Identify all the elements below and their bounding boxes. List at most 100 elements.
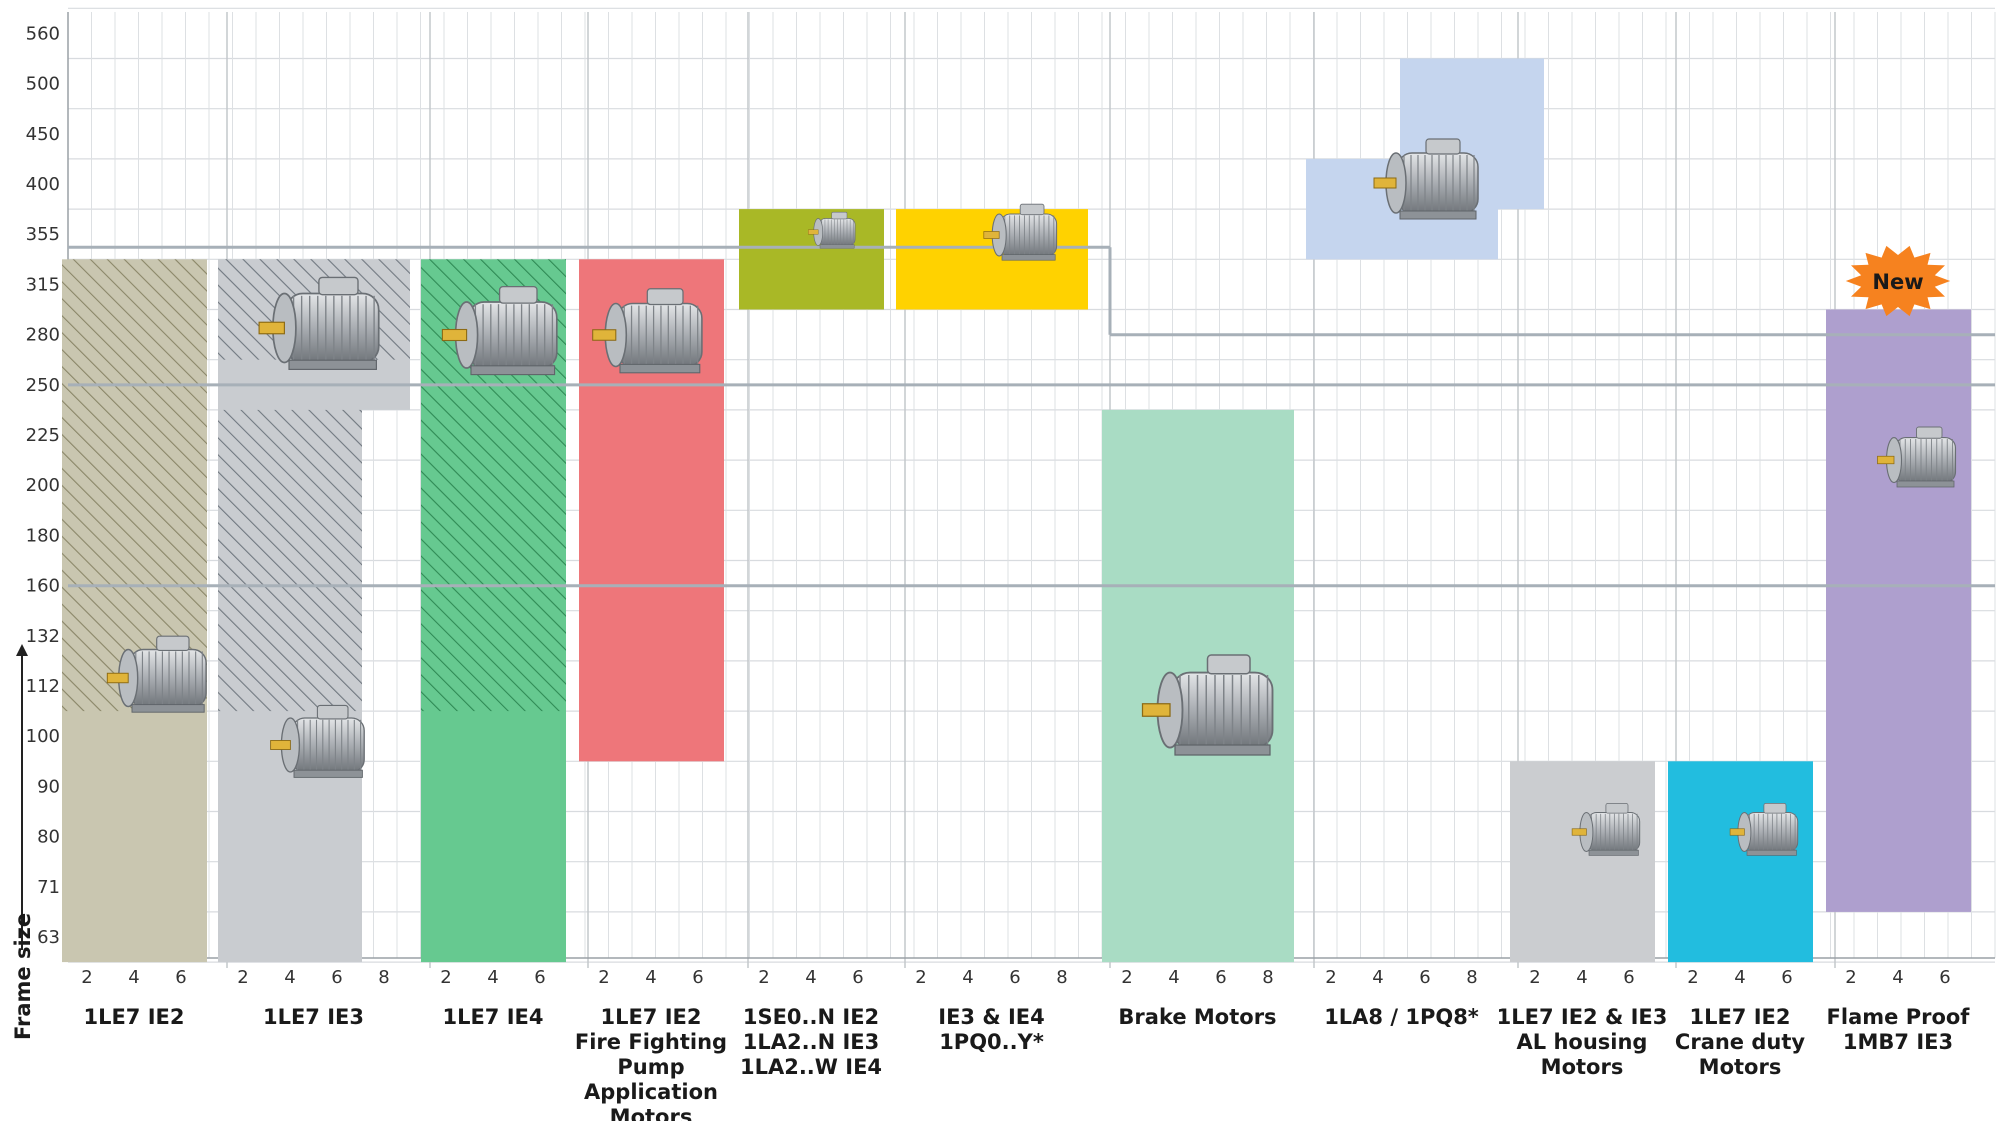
y-tick-label: 80 — [37, 827, 60, 848]
y-tick-label: 280 — [26, 325, 60, 346]
pole-tick-label: 6 — [852, 967, 863, 988]
product-label: Brake Motors — [1118, 1005, 1276, 1029]
y-tick-label: 100 — [26, 726, 60, 747]
bar-al-housing — [1510, 761, 1655, 963]
y-tick-label: 400 — [26, 174, 60, 195]
motor-image — [1373, 138, 1479, 220]
y-tick-label: 200 — [26, 475, 60, 496]
pole-tick-label: 6 — [1939, 967, 1950, 988]
product-label: 1MB7 IE3 — [1843, 1030, 1953, 1054]
y-axis-label: Frame size — [11, 644, 35, 1040]
product-label: 1SE0..N IE2 — [743, 1005, 879, 1029]
pole-tick-label: 8 — [1262, 967, 1273, 988]
pole-tick-label: 2 — [440, 967, 451, 988]
new-badge-label: New — [1872, 270, 1923, 294]
pole-tick-label: 4 — [128, 967, 139, 988]
new-badge: New — [1845, 245, 1951, 317]
pole-tick-label: 6 — [331, 967, 342, 988]
motor-image — [258, 276, 380, 370]
motor-image — [1571, 803, 1641, 856]
y-tick-label: 560 — [26, 23, 60, 44]
product-label: 1LE7 IE2 — [600, 1005, 701, 1029]
y-tick-label: 90 — [37, 776, 60, 797]
product-label: AL housing — [1517, 1030, 1648, 1054]
pole-tick-label: 2 — [758, 967, 769, 988]
motor-image — [441, 285, 558, 376]
x-ticks: 2 4 6 2 4 6 8 2 4 6 2 4 6 2 4 6 2 4 6 8 2 4 6 8 2 4 6 8 2 4 6 2 4 6 2 4 6 — [81, 967, 1950, 988]
pole-tick-label: 4 — [805, 967, 816, 988]
product-label: 1PQ0..Y* — [939, 1030, 1044, 1054]
product-label: 1LA8 / 1PQ8* — [1324, 1005, 1479, 1029]
pole-tick-label: 6 — [692, 967, 703, 988]
product-label: 1LE7 IE2 — [1689, 1005, 1790, 1029]
arrow-head-icon — [16, 644, 28, 656]
pole-tick-label: 8 — [378, 967, 389, 988]
product-label: Application — [584, 1080, 718, 1104]
pole-tick-label: 4 — [1168, 967, 1179, 988]
pole-tick-label: 6 — [1215, 967, 1226, 988]
new-badge-starburst — [1845, 245, 1951, 317]
pole-tick-label: 4 — [284, 967, 295, 988]
y-tick-label: 71 — [37, 877, 60, 898]
pole-tick-label: 2 — [915, 967, 926, 988]
motor-image — [1729, 803, 1799, 856]
pole-tick-label: 4 — [1892, 967, 1903, 988]
pole-tick-label: 2 — [598, 967, 609, 988]
motor-image — [270, 704, 365, 778]
motor-image — [1877, 426, 1957, 488]
bar-crane — [1668, 761, 1813, 963]
pole-tick-label: 6 — [1009, 967, 1020, 988]
y-axis-title: Frame size — [11, 913, 35, 1040]
product-label: 1LE7 IE4 — [442, 1005, 543, 1029]
y-tick-label: 63 — [37, 927, 60, 948]
pole-tick-label: 4 — [487, 967, 498, 988]
pole-tick-label: 2 — [1325, 967, 1336, 988]
pole-tick-label: 8 — [1466, 967, 1477, 988]
motor-image — [983, 203, 1058, 261]
pole-tick-label: 2 — [1529, 967, 1540, 988]
pole-tick-label: 4 — [645, 967, 656, 988]
pole-tick-label: 2 — [81, 967, 92, 988]
pole-tick-label: 2 — [237, 967, 248, 988]
y-tick-label: 500 — [26, 74, 60, 95]
y-ticks: 63 71 80 90 100 112 132 160 180 200 225 250 280 315 35… — [26, 23, 60, 948]
pole-tick-label: 4 — [1734, 967, 1745, 988]
pole-tick-label: 6 — [1623, 967, 1634, 988]
pole-tick-label: 2 — [1121, 967, 1132, 988]
product-label: 1LE7 IE3 — [263, 1005, 364, 1029]
product-label: 1LA2..W IE4 — [740, 1055, 882, 1079]
pole-tick-label: 6 — [534, 967, 545, 988]
motor-image — [1141, 654, 1274, 756]
boundary-lines — [68, 245, 1995, 588]
y-tick-label: 250 — [26, 375, 60, 396]
y-tick-label: 450 — [26, 124, 60, 145]
y-tick-label: 225 — [26, 425, 60, 446]
pole-tick-label: 6 — [175, 967, 186, 988]
product-label: Flame Proof — [1827, 1005, 1971, 1029]
y-tick-label: 180 — [26, 525, 60, 546]
product-label: Motors — [610, 1105, 693, 1121]
product-label: Motors — [1541, 1055, 1624, 1079]
motor-image — [808, 211, 856, 249]
motor-image — [106, 635, 207, 713]
pole-tick-label: 6 — [1781, 967, 1792, 988]
y-tick-label: 315 — [26, 274, 60, 295]
bar-1se0 — [739, 209, 884, 310]
product-label: Pump — [617, 1055, 684, 1079]
y-tick-label: 160 — [26, 576, 60, 597]
product-label: 1LE7 IE2 & IE3 — [1497, 1005, 1668, 1029]
pole-tick-label: 2 — [1687, 967, 1698, 988]
motor-image — [592, 288, 703, 374]
product-label: 1LA2..N IE3 — [743, 1030, 879, 1054]
bar-flameproof — [1826, 309, 1971, 912]
product-label: 1LE7 IE2 — [83, 1005, 184, 1029]
pole-tick-label: 4 — [962, 967, 973, 988]
motor-images — [106, 138, 1957, 856]
pole-tick-label: 4 — [1576, 967, 1587, 988]
pole-tick-label: 4 — [1372, 967, 1383, 988]
product-label: IE3 & IE4 — [938, 1005, 1044, 1029]
product-label: Crane duty — [1675, 1030, 1805, 1054]
pole-tick-label: 8 — [1056, 967, 1067, 988]
bars — [62, 58, 1971, 963]
